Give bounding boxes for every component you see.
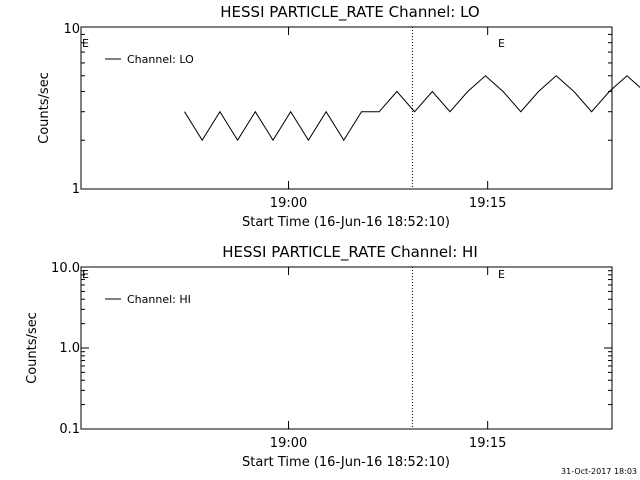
legend-label: Channel: LO [127, 53, 194, 66]
y-tick-label: 1.0 [59, 341, 80, 356]
axis-ticks [81, 266, 612, 430]
plot-frame [80, 266, 613, 430]
y-tick-label: 0.1 [59, 422, 80, 437]
y-tick-label: 1 [72, 182, 80, 197]
series-line-lo [184, 75, 640, 142]
marker-label: E [82, 37, 89, 50]
y-axis-label: Counts/sec [37, 72, 52, 144]
y-tick-label: 10.0 [51, 261, 80, 276]
x-tick-label: 19:00 [270, 196, 307, 211]
x-tick-label: 19:15 [469, 196, 506, 211]
chart-title: HESSI PARTICLE_RATE Channel: LO [220, 3, 479, 22]
marker-label: E [498, 268, 505, 281]
marker-label: E [82, 268, 89, 281]
panel-hi: HESSI PARTICLE_RATE Channel: HI Channel:… [25, 243, 613, 470]
y-axis-label: Counts/sec [25, 312, 40, 384]
x-axis-label: Start Time (16-Jun-16 18:52:10) [242, 455, 450, 470]
marker-label: E [498, 37, 505, 50]
x-tick-label: 19:00 [270, 436, 307, 451]
dotted-lines [411, 267, 413, 429]
x-tick-label: 19:15 [469, 436, 506, 451]
chart-title: HESSI PARTICLE_RATE Channel: HI [222, 243, 478, 262]
footer-timestamp: 31-Oct-2017 18:03 [561, 467, 637, 476]
axis-ticks [81, 26, 612, 190]
dotted-lines [411, 27, 413, 189]
y-tick-label: 10 [63, 22, 80, 37]
panel-lo: HESSI PARTICLE_RATE Channel: LO Channel:… [37, 3, 640, 230]
x-axis-label: Start Time (16-Jun-16 18:52:10) [242, 215, 450, 230]
plot-frame [80, 26, 613, 190]
legend-label: Channel: HI [127, 293, 191, 306]
